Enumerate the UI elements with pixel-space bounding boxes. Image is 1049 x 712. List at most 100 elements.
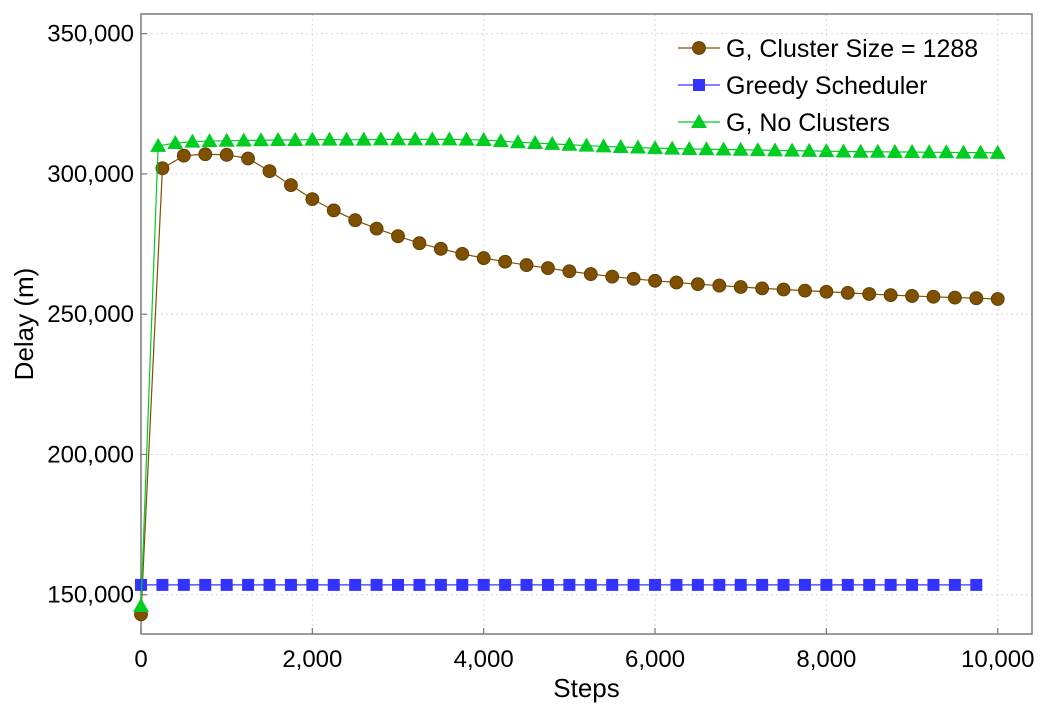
data-point: [629, 139, 646, 154]
data-point: [884, 578, 897, 591]
data-point: [287, 131, 304, 146]
data-point: [798, 283, 812, 298]
data-point: [150, 137, 167, 152]
data-point: [527, 135, 544, 150]
data-point: [801, 142, 818, 157]
data-point: [407, 131, 424, 146]
data-point: [498, 254, 513, 269]
data-point: [184, 133, 201, 148]
data-point: [370, 578, 383, 591]
data-point: [852, 143, 869, 158]
data-point: [541, 261, 555, 276]
data-point: [391, 229, 405, 244]
data-point: [544, 135, 561, 150]
data-point: [605, 269, 620, 284]
data-point: [606, 578, 619, 591]
series-triangle: [133, 131, 1006, 612]
legend-marker: [691, 114, 707, 128]
data-point: [578, 137, 595, 152]
data-point: [326, 203, 341, 218]
data-point: [434, 578, 447, 591]
data-point: [499, 578, 512, 591]
data-point: [199, 578, 212, 591]
data-point: [904, 144, 921, 159]
data-point: [284, 578, 297, 591]
data-point: [777, 578, 790, 591]
data-point: [886, 144, 903, 159]
data-point: [649, 578, 662, 591]
y-tick-label: 200,000: [47, 441, 134, 468]
data-point: [218, 132, 235, 147]
data-point: [413, 578, 426, 591]
data-point: [176, 148, 191, 163]
data-point: [947, 290, 962, 305]
legend-label: Greedy Scheduler: [726, 72, 928, 100]
y-tick-label: 150,000: [47, 582, 134, 609]
y-tick-label: 350,000: [47, 21, 134, 48]
data-point: [835, 143, 852, 158]
data-point: [477, 578, 490, 591]
data-point: [262, 164, 277, 179]
plot-frame: [140, 13, 1033, 635]
data-point: [818, 143, 835, 158]
data-point: [863, 578, 876, 591]
data-point: [955, 144, 972, 159]
data-point: [563, 578, 576, 591]
data-point: [284, 178, 298, 193]
data-point: [455, 246, 470, 261]
data-point: [690, 277, 705, 292]
data-point: [156, 578, 169, 591]
data-point: [626, 271, 641, 286]
data-point: [541, 578, 554, 591]
data-point: [970, 578, 983, 591]
data-point: [989, 144, 1006, 159]
data-point: [927, 578, 940, 591]
y-tick-label: 250,000: [47, 301, 134, 328]
legend-item: G, Cluster Size = 1288: [678, 35, 978, 63]
x-tick-label: 6,000: [625, 646, 685, 673]
data-point: [441, 131, 458, 146]
data-point: [698, 141, 715, 156]
data-point: [263, 578, 276, 591]
data-point: [906, 578, 919, 591]
data-point: [433, 241, 448, 256]
data-point: [921, 144, 938, 159]
data-point: [520, 578, 533, 591]
data-point: [938, 144, 955, 159]
data-point: [869, 143, 886, 158]
data-point: [412, 236, 427, 251]
data-point: [392, 578, 405, 591]
data-point: [369, 221, 384, 236]
data-point: [841, 578, 854, 591]
data-point: [776, 282, 791, 297]
data-point: [926, 289, 941, 304]
x-tick-label: 2,000: [282, 646, 342, 673]
data-point: [584, 578, 597, 591]
data-point: [612, 138, 629, 153]
data-point: [306, 578, 319, 591]
data-point: [648, 273, 662, 288]
data-point: [235, 132, 252, 147]
data-point: [905, 289, 919, 303]
grid-lines: [140, 14, 1032, 634]
data-point: [664, 140, 681, 155]
data-point: [562, 264, 577, 279]
x-tick-label: 0: [134, 646, 147, 673]
x-tick-label: 8,000: [796, 646, 856, 673]
data-point: [691, 578, 704, 591]
data-point: [972, 144, 989, 159]
data-point: [583, 267, 598, 281]
data-point: [321, 131, 338, 146]
data-point: [766, 142, 783, 157]
series-square: [135, 578, 983, 591]
data-point: [519, 258, 534, 272]
data-point: [476, 251, 491, 265]
data-point: [458, 131, 475, 146]
series-line: [140, 138, 998, 606]
legend-label: G, No Clusters: [726, 109, 890, 137]
data-point: [595, 138, 612, 153]
data-point: [372, 131, 389, 146]
data-point: [561, 136, 578, 151]
data-point: [355, 131, 372, 146]
data-point: [862, 287, 877, 301]
